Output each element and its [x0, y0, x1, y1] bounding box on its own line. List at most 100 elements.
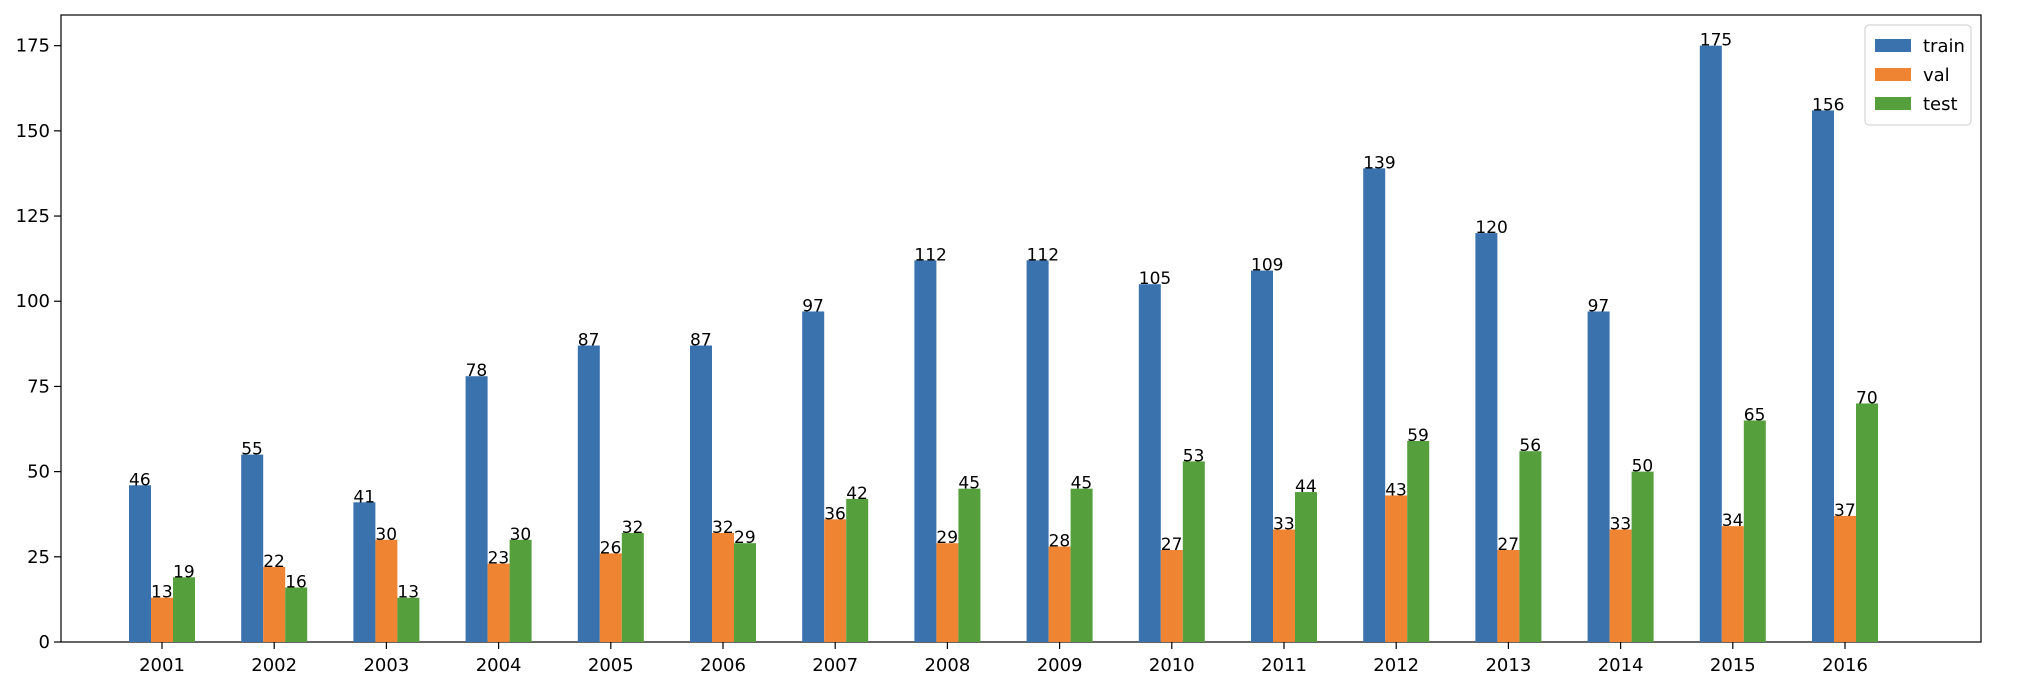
data-label-val: 23 — [488, 549, 510, 569]
plot-frame — [60, 14, 1982, 643]
data-label-test: 30 — [510, 525, 532, 545]
data-label-test: 16 — [285, 572, 307, 592]
bar-test — [1295, 492, 1317, 642]
bar-train — [353, 502, 376, 642]
bar-val — [263, 567, 286, 642]
bar-train — [914, 260, 937, 642]
data-label-train: 175 — [1700, 31, 1732, 51]
data-label-test: 45 — [958, 474, 980, 494]
data-label-test: 32 — [622, 518, 644, 538]
data-label-test: 53 — [1183, 446, 1205, 466]
legend: train val test — [1864, 24, 1972, 126]
legend-swatch-test — [1875, 97, 1911, 110]
x-tick-label: 2011 — [1261, 655, 1307, 676]
x-tick-label: 2010 — [1149, 655, 1195, 676]
legend-swatch-val — [1875, 68, 1911, 81]
y-tick-label: 150 — [16, 121, 50, 142]
x-tick-label: 2009 — [1037, 655, 1083, 676]
bar-test — [1519, 451, 1542, 642]
x-tick-label: 2002 — [251, 655, 297, 676]
data-label-test: 29 — [734, 528, 756, 548]
data-label-train: 112 — [1027, 245, 1059, 265]
data-label-test: 70 — [1856, 388, 1878, 408]
bar-val — [1721, 526, 1744, 642]
bar-train — [577, 345, 600, 642]
bar-train — [241, 454, 264, 642]
data-label-train: 97 — [802, 296, 824, 316]
bar-train — [129, 485, 151, 642]
y-tick-label: 0 — [39, 632, 50, 653]
y-tick-label: 25 — [27, 547, 50, 568]
x-tick-label: 2013 — [1485, 655, 1531, 676]
bar-test — [1070, 488, 1093, 642]
x-tick-label: 2014 — [1598, 655, 1644, 676]
bar-val — [487, 563, 510, 642]
bar-val — [824, 519, 847, 642]
bar-test — [1856, 403, 1878, 642]
y-tick-label: 125 — [16, 206, 50, 227]
data-label-val: 26 — [600, 538, 622, 558]
bar-val — [1160, 549, 1183, 642]
bar-val — [1385, 495, 1408, 642]
data-label-val: 27 — [1497, 535, 1519, 555]
bar-test — [1631, 471, 1654, 642]
bar-test — [173, 577, 195, 642]
data-label-train: 87 — [690, 331, 712, 351]
data-label-train: 105 — [1139, 269, 1171, 289]
data-label-train: 156 — [1812, 95, 1844, 115]
x-tick-label: 2001 — [139, 655, 185, 676]
data-label-test: 19 — [173, 562, 195, 582]
data-label-train: 120 — [1475, 218, 1507, 238]
data-label-test: 59 — [1407, 426, 1429, 446]
data-label-train: 97 — [1588, 296, 1610, 316]
data-label-test: 56 — [1519, 436, 1541, 456]
bar-train — [1363, 168, 1386, 642]
bar-train — [1475, 233, 1498, 642]
y-tick-label: 175 — [16, 36, 50, 57]
x-tick-label: 2007 — [812, 655, 858, 676]
legend-label-test: test — [1923, 94, 1958, 115]
x-tick-label: 2003 — [363, 655, 409, 676]
bar-test — [509, 539, 532, 642]
bar-val — [1048, 546, 1071, 642]
x-tick-label: 2004 — [476, 655, 522, 676]
data-label-val: 32 — [712, 518, 734, 538]
bar-train — [1587, 311, 1610, 642]
data-label-test: 13 — [397, 583, 419, 603]
bar-val — [1609, 529, 1632, 642]
bar-test — [846, 498, 869, 642]
data-label-val: 36 — [824, 504, 846, 524]
data-label-train: 87 — [578, 331, 600, 351]
bar-val — [375, 539, 398, 642]
data-label-val: 30 — [375, 525, 397, 545]
data-label-test: 45 — [1071, 474, 1093, 494]
data-label-train: 41 — [353, 487, 375, 507]
bar-val — [1834, 515, 1856, 642]
bar-train — [1138, 284, 1161, 642]
bar-val — [1497, 549, 1520, 642]
data-label-test: 44 — [1295, 477, 1317, 497]
data-label-test: 42 — [846, 484, 868, 504]
x-tick-label: 2012 — [1373, 655, 1419, 676]
data-label-val: 22 — [263, 552, 285, 572]
data-label-train: 78 — [466, 361, 488, 381]
data-label-val: 27 — [1161, 535, 1183, 555]
y-tick-label: 50 — [27, 462, 50, 483]
data-label-test: 50 — [1632, 457, 1654, 477]
data-label-val: 33 — [1610, 515, 1632, 535]
data-label-train: 112 — [914, 245, 946, 265]
bar-val — [1273, 529, 1295, 642]
x-tick-label: 2015 — [1710, 655, 1756, 676]
bar-test — [621, 532, 644, 642]
x-tick-label: 2005 — [588, 655, 634, 676]
x-tick-label: 2008 — [924, 655, 970, 676]
bar-train — [465, 376, 488, 642]
bar-train — [802, 311, 825, 642]
data-label-train: 46 — [129, 470, 151, 490]
bar-test — [958, 488, 981, 642]
data-label-val: 28 — [1049, 532, 1071, 552]
data-label-test: 65 — [1744, 406, 1766, 426]
data-label-val: 29 — [936, 528, 958, 548]
bar-val — [151, 597, 173, 642]
